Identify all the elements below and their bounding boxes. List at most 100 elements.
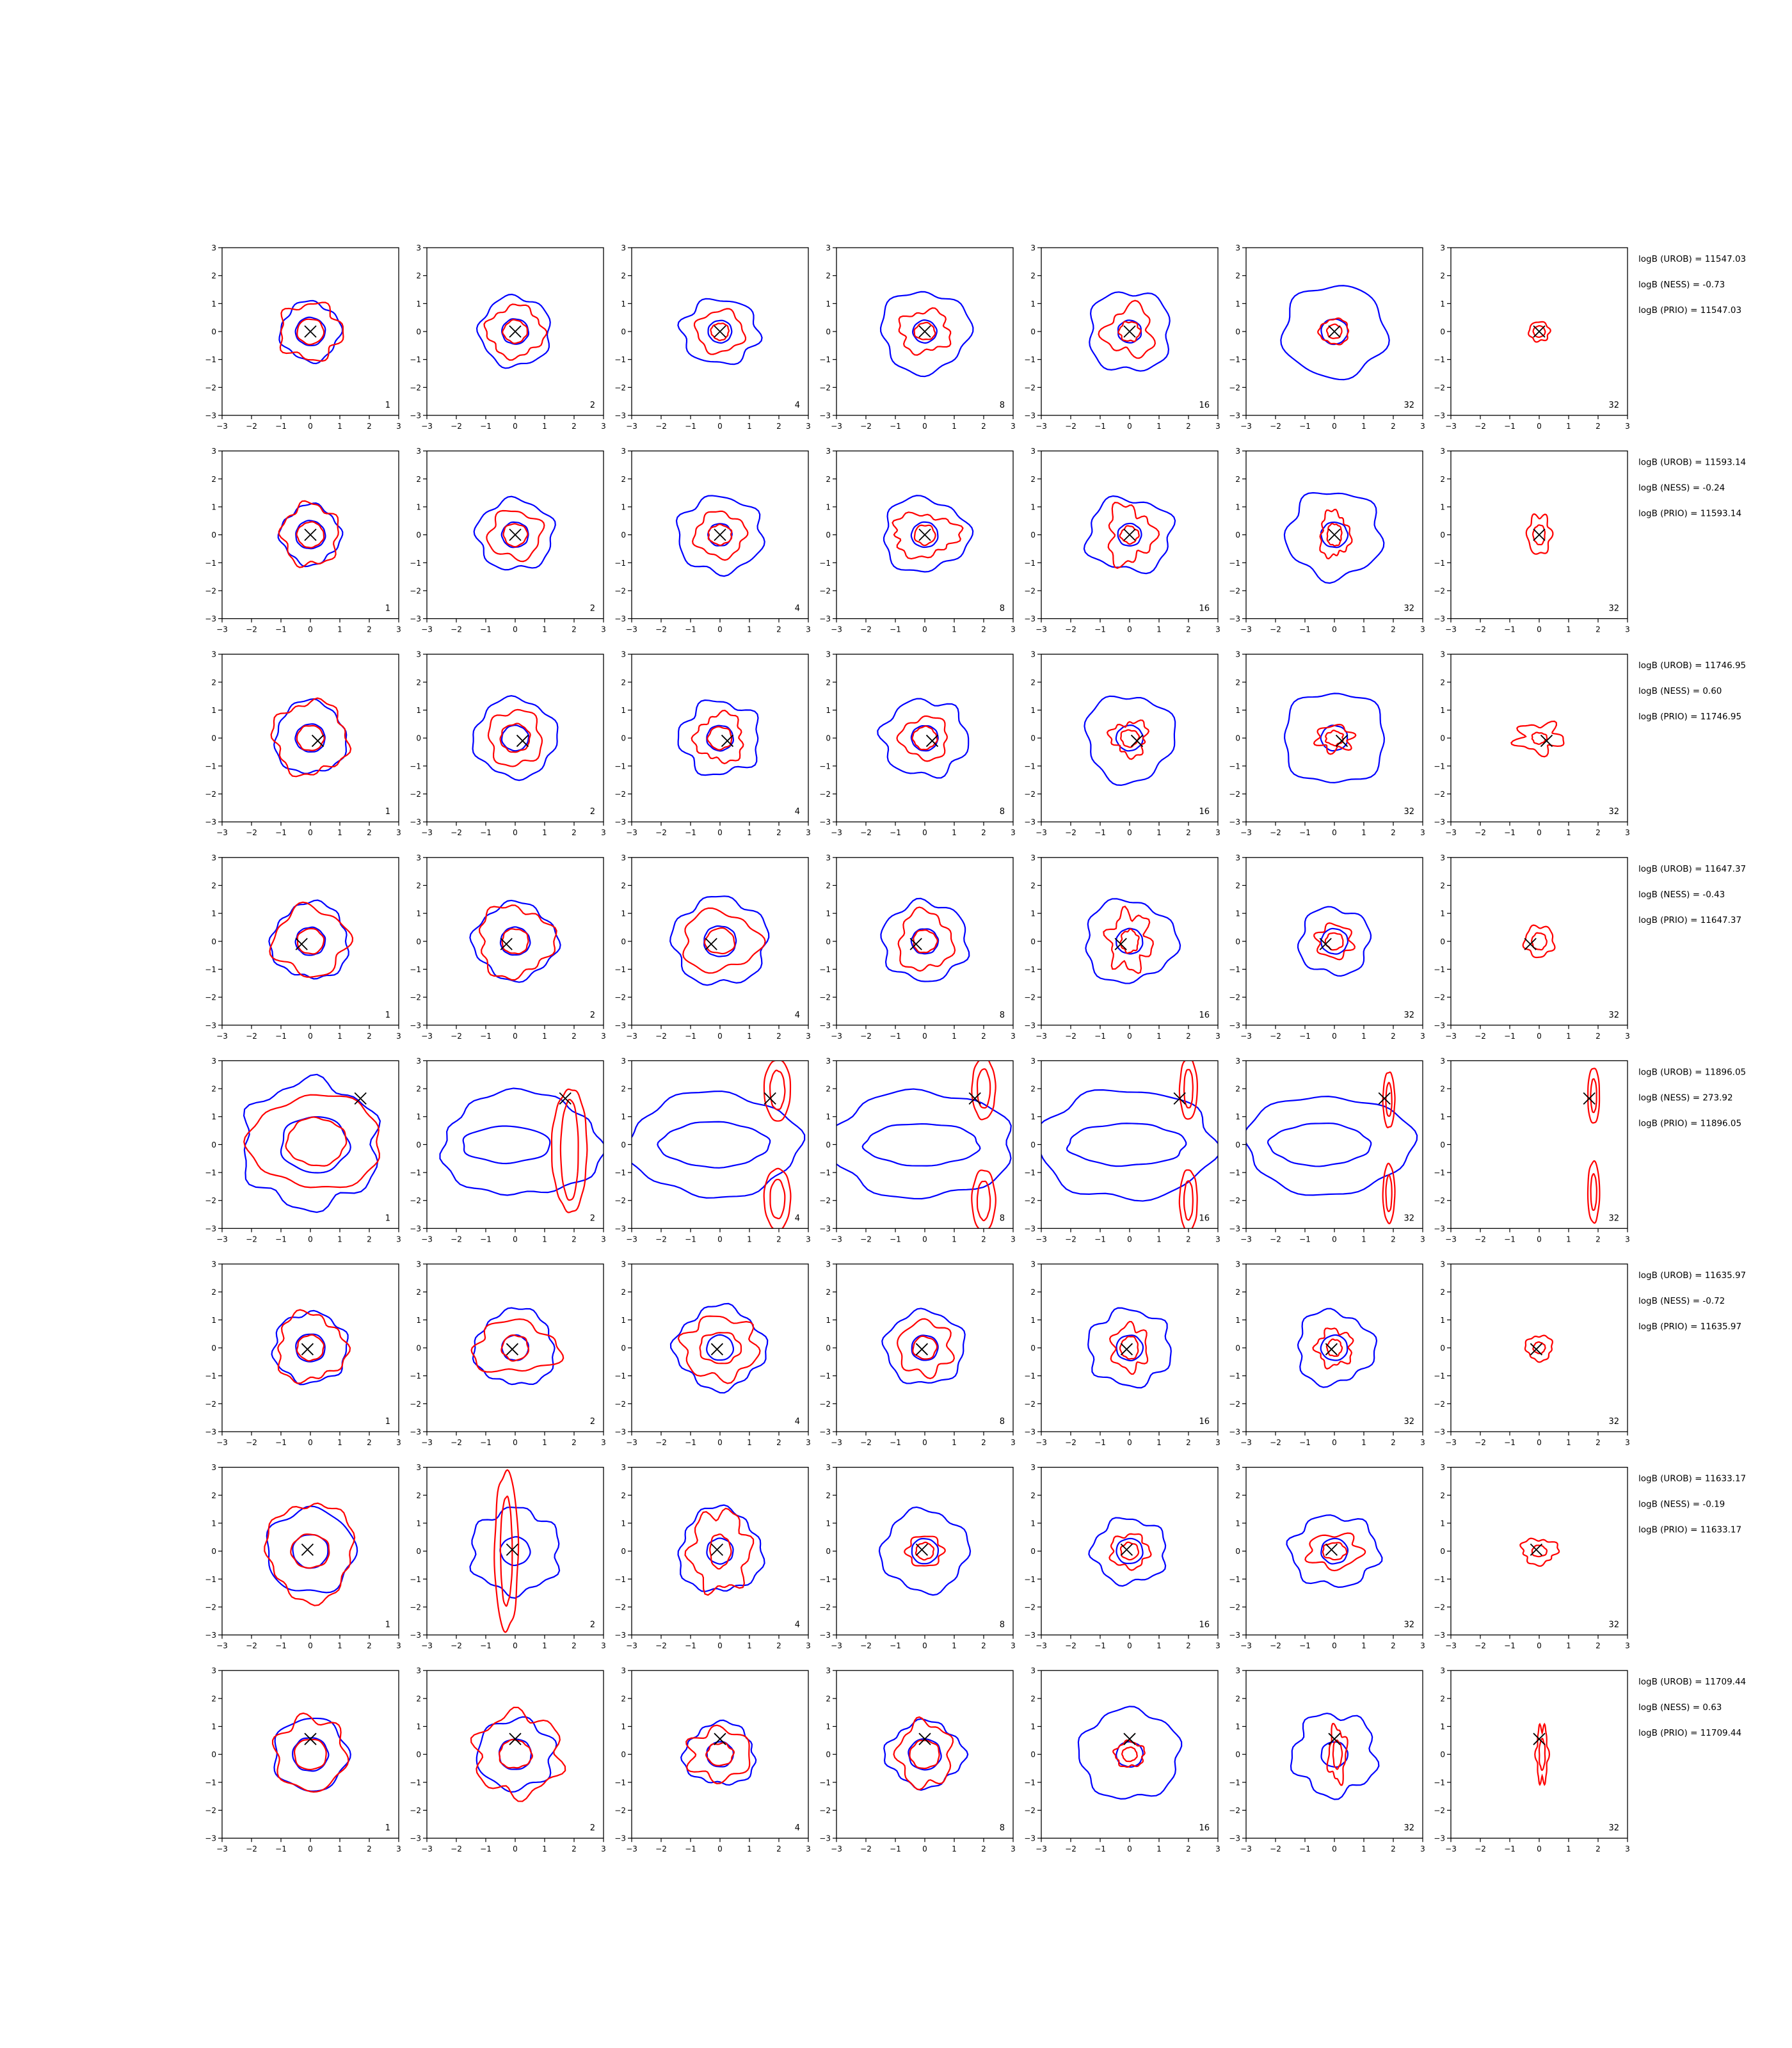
y-tick-label: 0: [416, 1344, 421, 1353]
x-tick-label: 1: [952, 828, 957, 837]
x-tick-label: 3: [1011, 625, 1016, 634]
x-tick-label: 3: [1215, 1642, 1220, 1651]
x-tick-label: 2: [1186, 1235, 1191, 1244]
x-tick-label: 1: [747, 1235, 752, 1244]
y-tick-label: −3: [819, 1631, 831, 1640]
x-tick-label: 1: [1361, 625, 1366, 634]
x-tick-label: 0: [1127, 1642, 1132, 1651]
y-tick-label: 0: [1235, 1750, 1240, 1759]
y-tick-label: 3: [1440, 1057, 1445, 1066]
x-tick-label: −1: [1094, 1642, 1106, 1651]
panel: −3−3 −2 −2 −1 −1 0 0 1 1 2 2 3 3 8: [819, 650, 1016, 838]
y-tick-label: 2: [211, 678, 216, 687]
x-tick-label: 1: [952, 1032, 957, 1041]
x-tick-label: −2: [451, 625, 462, 634]
x-tick-label: 3: [1011, 1032, 1016, 1041]
y-tick-label: 3: [826, 447, 831, 456]
x-tick-label: 3: [1625, 1438, 1630, 1447]
y-tick-label: 3: [211, 1463, 216, 1472]
y-tick-label: 0: [1235, 1344, 1240, 1353]
x-tick-label: 2: [1391, 422, 1396, 431]
x-tick-label: 3: [1420, 1438, 1425, 1447]
blue-contour: [1246, 1096, 1418, 1196]
y-tick-label: −1: [614, 1575, 626, 1584]
y-tick-label: −1: [1229, 762, 1240, 771]
x-tick-label: 2: [1596, 828, 1601, 837]
y-tick-label: 2: [1030, 881, 1036, 890]
y-tick-label: 1: [211, 1316, 216, 1325]
x-tick-label: 2: [1391, 1642, 1396, 1651]
panel-count-label: 16: [1199, 1213, 1210, 1223]
y-tick-label: 2: [621, 678, 626, 687]
plot-area: [669, 895, 770, 986]
red-contour: [1112, 1739, 1146, 1768]
red-contour: [682, 907, 766, 974]
x-tick-label: −1: [1299, 828, 1311, 837]
y-tick-label: 3: [1440, 1667, 1445, 1676]
panel: −3−3 −2 −2 −1 −1 0 0 1 1 2 2 3 3 16: [1024, 853, 1220, 1041]
true-location-marker: [1173, 1092, 1186, 1105]
red-contour: [1532, 524, 1546, 546]
panel: −3−3 −2 −2 −1 −1 0 0 1 1 2 2 3 3 16: [1024, 1057, 1220, 1244]
y-tick-label: −3: [1229, 1021, 1240, 1030]
y-tick-label: −1: [614, 355, 626, 364]
panel-count-label: 32: [1608, 807, 1619, 817]
y-tick-label: −2: [205, 1806, 216, 1815]
x-tick-label: 0: [1127, 1438, 1132, 1447]
x-tick-label: −3: [421, 422, 433, 431]
red-contour: [470, 1318, 564, 1373]
x-tick-label: 0: [1537, 625, 1542, 634]
blue-contour: [499, 1536, 531, 1567]
y-tick-label: 2: [1030, 1694, 1036, 1703]
blue-contour: [706, 1334, 735, 1361]
x-tick-label: 0: [308, 1844, 313, 1853]
y-tick-label: −1: [410, 355, 421, 364]
x-tick-label: 3: [1625, 625, 1630, 634]
x-tick-label: −3: [626, 1642, 637, 1651]
blue-contour: [910, 928, 940, 955]
red-contour: [763, 1167, 792, 1229]
x-tick-label: −1: [1504, 1844, 1516, 1853]
y-tick-label: 0: [1440, 1750, 1445, 1759]
x-tick-label: 1: [337, 1844, 342, 1853]
y-tick-label: 3: [211, 244, 216, 253]
blue-contour: [1297, 1308, 1378, 1388]
y-tick-label: −3: [819, 1428, 831, 1437]
y-tick-label: 3: [416, 650, 421, 659]
y-tick-label: 0: [1235, 531, 1240, 540]
x-tick-label: 2: [572, 1642, 577, 1651]
axes-frame: [426, 653, 604, 822]
y-tick-label: −2: [205, 1196, 216, 1205]
x-tick-label: −2: [1065, 1235, 1076, 1244]
x-tick-label: −1: [1299, 1844, 1311, 1853]
plot-area: [1280, 285, 1390, 381]
x-tick-label: 2: [1391, 1032, 1396, 1041]
x-tick-label: 1: [1361, 1438, 1366, 1447]
x-tick-label: −2: [1270, 422, 1281, 431]
x-tick-label: −3: [1036, 625, 1047, 634]
panel-count-label: 2: [590, 1213, 595, 1223]
red-contour: [1120, 729, 1140, 748]
red-contour: [279, 301, 344, 362]
red-contour: [1098, 300, 1156, 359]
y-tick-label: 0: [826, 531, 831, 540]
x-tick-label: −3: [421, 1844, 433, 1853]
panel-count-label: 16: [1199, 1823, 1210, 1833]
y-tick-label: −1: [819, 559, 831, 568]
x-tick-label: −3: [1445, 422, 1457, 431]
x-tick-label: −2: [860, 625, 872, 634]
logb-annotation: logB (PRIO) = 11709.44: [1638, 1728, 1741, 1738]
y-tick-label: −2: [1434, 993, 1445, 1002]
red-contour: [684, 1507, 755, 1596]
y-tick-label: −3: [205, 818, 216, 827]
y-tick-label: 2: [1030, 475, 1036, 484]
panel-count-label: 8: [1000, 807, 1005, 817]
blue-contour: [294, 723, 326, 753]
y-tick-label: 1: [621, 1519, 626, 1528]
x-tick-label: 1: [1156, 625, 1162, 634]
true-location-marker: [1328, 528, 1341, 541]
plot-area: [881, 1308, 966, 1384]
red-contour: [1587, 1160, 1601, 1224]
y-tick-label: −3: [1434, 1428, 1445, 1437]
red-contour: [1587, 1068, 1601, 1124]
